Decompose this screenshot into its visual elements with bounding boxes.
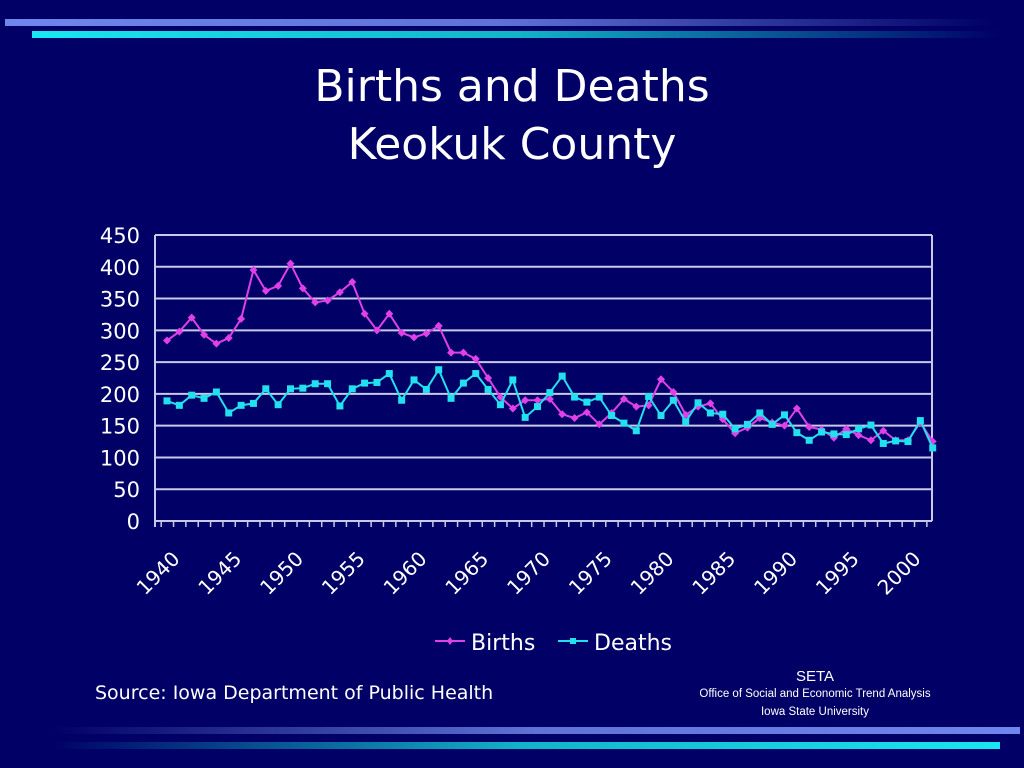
x-tick-label: 1995 (811, 547, 864, 600)
y-tick-label: 400 (100, 256, 140, 280)
y-tick-label: 450 (100, 224, 140, 248)
footer-org: SETA Office of Social and Economic Trend… (680, 668, 950, 721)
chart-legend: Births Deaths (435, 631, 672, 656)
series-births (163, 259, 937, 446)
x-tick-label: 1945 (193, 547, 246, 600)
chart-gridlines (154, 234, 933, 527)
title-line-1: Births and Deaths (314, 61, 710, 112)
x-tick-label: 1990 (749, 547, 802, 600)
org-short: SETA (795, 668, 835, 685)
x-tick-label: 2000 (873, 547, 926, 600)
source-note: Source: Iowa Department of Public Health (95, 682, 494, 704)
x-tick-label: 1970 (502, 547, 555, 600)
decorative-bar-bottom-blue (50, 727, 1020, 734)
x-tick-label: 1960 (379, 547, 432, 600)
legend-item-births: Births (435, 631, 535, 656)
y-tick-label: 300 (100, 319, 140, 343)
title-line-2: Keokuk County (347, 119, 677, 170)
legend-item-deaths: Deaths (558, 631, 672, 656)
decorative-bar-top-blue (5, 19, 995, 26)
x-tick-label: 1950 (255, 547, 308, 600)
x-tick-label: 1955 (317, 547, 370, 600)
y-tick-label: 250 (100, 351, 140, 375)
x-tick-label: 1940 (132, 547, 185, 600)
y-tick-label: 350 (100, 288, 140, 312)
x-tick-label: 1975 (564, 547, 617, 600)
decorative-bar-bottom-cyan (50, 742, 1000, 749)
svg-text:Deaths: Deaths (594, 631, 672, 656)
y-tick-label: 50 (113, 478, 140, 502)
x-tick-label: 1980 (626, 547, 679, 600)
series-deaths (163, 366, 937, 452)
y-tick-label: 200 (100, 383, 140, 407)
chart-series (163, 259, 937, 452)
slide-title: Births and Deaths Keokuk County (0, 58, 1024, 174)
y-tick-label: 0 (127, 510, 140, 534)
org-long: Office of Social and Economic Trend Anal… (699, 688, 931, 700)
x-axis-labels: 1940 1945 1950 1955 1960 1965 1970 1975 1980 1985… (132, 547, 926, 600)
x-tick-label: 1965 (440, 547, 493, 600)
university: Iowa State University (760, 706, 869, 718)
y-tick-label: 150 (100, 415, 140, 439)
x-tick-label: 1985 (687, 547, 740, 600)
y-tick-label: 100 (100, 446, 140, 470)
svg-text:Births: Births (471, 631, 535, 656)
y-axis-labels: 0 50 100 150 200 250 300 350 400 450 (100, 224, 140, 534)
decorative-bar-top-cyan (32, 31, 1002, 38)
